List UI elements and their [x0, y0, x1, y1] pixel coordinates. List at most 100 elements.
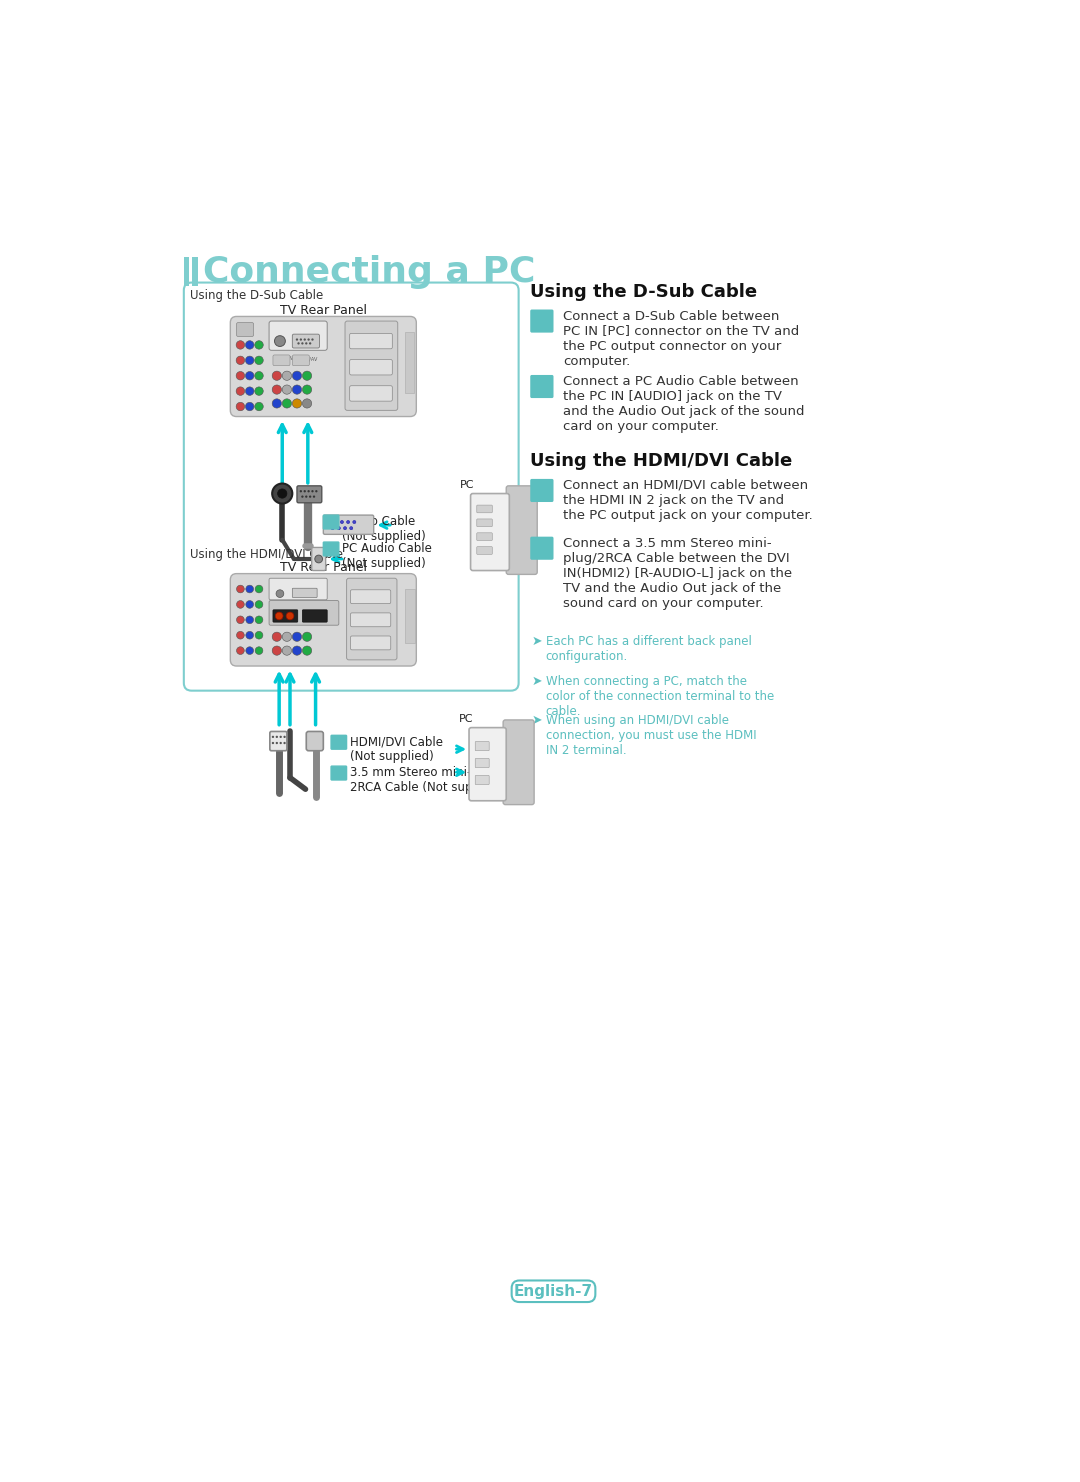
Circle shape — [272, 735, 274, 738]
FancyBboxPatch shape — [503, 720, 535, 805]
Circle shape — [255, 341, 264, 350]
Circle shape — [255, 356, 264, 365]
Circle shape — [302, 646, 312, 655]
Text: AUDIO: AUDIO — [273, 329, 291, 335]
FancyBboxPatch shape — [530, 536, 554, 560]
Text: PC IN: PC IN — [273, 323, 294, 329]
Text: TV Rear Panel: TV Rear Panel — [280, 560, 367, 574]
Circle shape — [245, 402, 254, 411]
Circle shape — [282, 399, 292, 408]
Circle shape — [302, 370, 312, 381]
Circle shape — [293, 646, 301, 655]
Circle shape — [245, 387, 254, 396]
Circle shape — [237, 631, 244, 639]
Circle shape — [237, 585, 244, 593]
FancyBboxPatch shape — [269, 322, 327, 350]
FancyBboxPatch shape — [350, 614, 391, 627]
Circle shape — [293, 399, 301, 408]
Circle shape — [299, 491, 302, 492]
Circle shape — [347, 520, 350, 523]
Circle shape — [283, 735, 286, 738]
Circle shape — [237, 356, 245, 365]
FancyBboxPatch shape — [476, 505, 492, 513]
Bar — [405, 332, 414, 393]
Circle shape — [245, 356, 254, 365]
Circle shape — [237, 646, 244, 655]
Bar — [192, 258, 198, 286]
Bar — [184, 258, 189, 286]
Circle shape — [255, 372, 264, 379]
Circle shape — [314, 556, 323, 563]
Circle shape — [246, 631, 254, 639]
Text: LAN: LAN — [238, 325, 249, 329]
Text: When using an HDMI/DVI cable
connection, you must use the HDMI
IN 2 terminal.: When using an HDMI/DVI cable connection,… — [545, 714, 756, 757]
FancyBboxPatch shape — [475, 741, 489, 751]
Text: HDMI/DVI Cable
(Not supplied): HDMI/DVI Cable (Not supplied) — [350, 735, 443, 763]
Circle shape — [255, 402, 264, 411]
Circle shape — [293, 385, 301, 394]
FancyBboxPatch shape — [293, 588, 318, 597]
FancyBboxPatch shape — [230, 574, 416, 665]
Circle shape — [274, 336, 285, 347]
Circle shape — [309, 495, 311, 498]
Text: DVI IN/AV: DVI IN/AV — [294, 357, 318, 362]
Text: When connecting a PC, match the
color of the connection terminal to the
cable.: When connecting a PC, match the color of… — [545, 676, 774, 719]
Circle shape — [237, 600, 244, 608]
FancyBboxPatch shape — [345, 322, 397, 411]
Circle shape — [337, 526, 340, 529]
Circle shape — [255, 646, 262, 655]
FancyBboxPatch shape — [530, 479, 554, 502]
Circle shape — [237, 617, 244, 624]
Text: 1: 1 — [535, 311, 549, 330]
Circle shape — [255, 631, 262, 639]
Circle shape — [309, 342, 311, 344]
FancyBboxPatch shape — [350, 636, 391, 649]
FancyBboxPatch shape — [475, 775, 489, 784]
Circle shape — [272, 370, 282, 381]
Text: 3: 3 — [353, 388, 356, 393]
FancyBboxPatch shape — [323, 542, 339, 556]
Circle shape — [302, 633, 312, 642]
Text: 2: 2 — [334, 766, 343, 780]
Text: PC: PC — [298, 585, 306, 591]
Circle shape — [278, 489, 287, 498]
Text: Each PC has a different back panel
configuration.: Each PC has a different back panel confi… — [545, 636, 752, 664]
Circle shape — [272, 646, 282, 655]
Text: 1: 1 — [535, 482, 549, 499]
Circle shape — [299, 338, 302, 341]
Circle shape — [255, 387, 264, 396]
Circle shape — [246, 646, 254, 655]
Circle shape — [306, 495, 308, 498]
Text: 2: 2 — [535, 539, 549, 557]
Circle shape — [237, 341, 245, 350]
Circle shape — [280, 742, 282, 744]
Text: Using the D-Sub Cable: Using the D-Sub Cable — [190, 289, 323, 302]
Circle shape — [334, 520, 337, 523]
Circle shape — [272, 385, 282, 394]
Circle shape — [296, 338, 298, 341]
Text: Connect an HDMI/DVI cable between
the HDMI IN 2 jack on the TV and
the PC output: Connect an HDMI/DVI cable between the HD… — [563, 479, 812, 522]
Bar — [405, 588, 415, 643]
Text: Connect a D-Sub Cable between
PC IN [PC] connector on the TV and
the PC output c: Connect a D-Sub Cable between PC IN [PC]… — [563, 310, 799, 368]
Circle shape — [311, 491, 313, 492]
Circle shape — [245, 341, 254, 350]
FancyBboxPatch shape — [323, 516, 339, 529]
FancyBboxPatch shape — [469, 728, 507, 800]
FancyBboxPatch shape — [475, 759, 489, 768]
Circle shape — [302, 385, 312, 394]
Circle shape — [350, 526, 353, 529]
FancyBboxPatch shape — [297, 486, 322, 502]
FancyBboxPatch shape — [323, 516, 374, 535]
Circle shape — [275, 742, 278, 744]
FancyBboxPatch shape — [476, 534, 492, 541]
Circle shape — [343, 526, 347, 529]
Circle shape — [293, 633, 301, 642]
Text: HDMI IN: HDMI IN — [350, 581, 379, 585]
Text: 1: 1 — [353, 593, 356, 597]
Circle shape — [332, 526, 334, 529]
Circle shape — [282, 646, 292, 655]
Circle shape — [246, 617, 254, 624]
Circle shape — [301, 342, 303, 344]
FancyBboxPatch shape — [350, 333, 392, 348]
FancyBboxPatch shape — [471, 494, 510, 571]
